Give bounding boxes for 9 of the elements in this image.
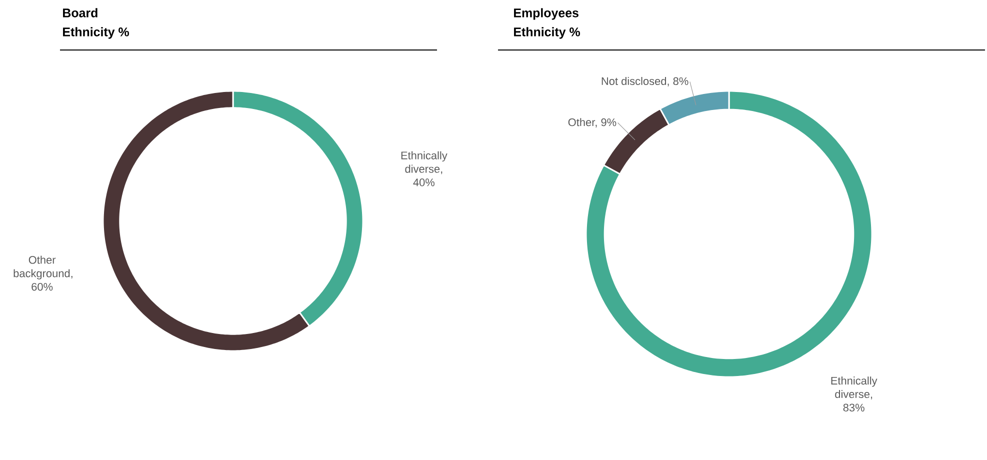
slice-label: Ethnically diverse, 83% bbox=[831, 376, 878, 412]
chart-title: Employees bbox=[514, 8, 578, 20]
chart-subtitle: Ethnicity % bbox=[514, 27, 580, 39]
chart-subtitle: Ethnicity % bbox=[63, 27, 129, 39]
slice-label: Ethnically diverse, 40% bbox=[401, 151, 448, 186]
slice-label: Not disclosed, 8% bbox=[602, 76, 688, 86]
slice-label: Other background, 60% bbox=[14, 256, 72, 291]
chart-title: Board bbox=[63, 8, 98, 18]
slice-label: Other, 9% bbox=[568, 118, 616, 128]
